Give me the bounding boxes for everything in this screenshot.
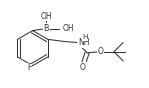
Text: F: F: [27, 63, 32, 72]
Text: NH: NH: [78, 38, 89, 47]
Text: OH: OH: [63, 24, 74, 33]
Text: O: O: [98, 47, 103, 56]
Text: B: B: [43, 24, 49, 33]
Text: O: O: [80, 63, 86, 72]
Text: OH: OH: [40, 12, 52, 21]
Text: H: H: [82, 34, 88, 40]
